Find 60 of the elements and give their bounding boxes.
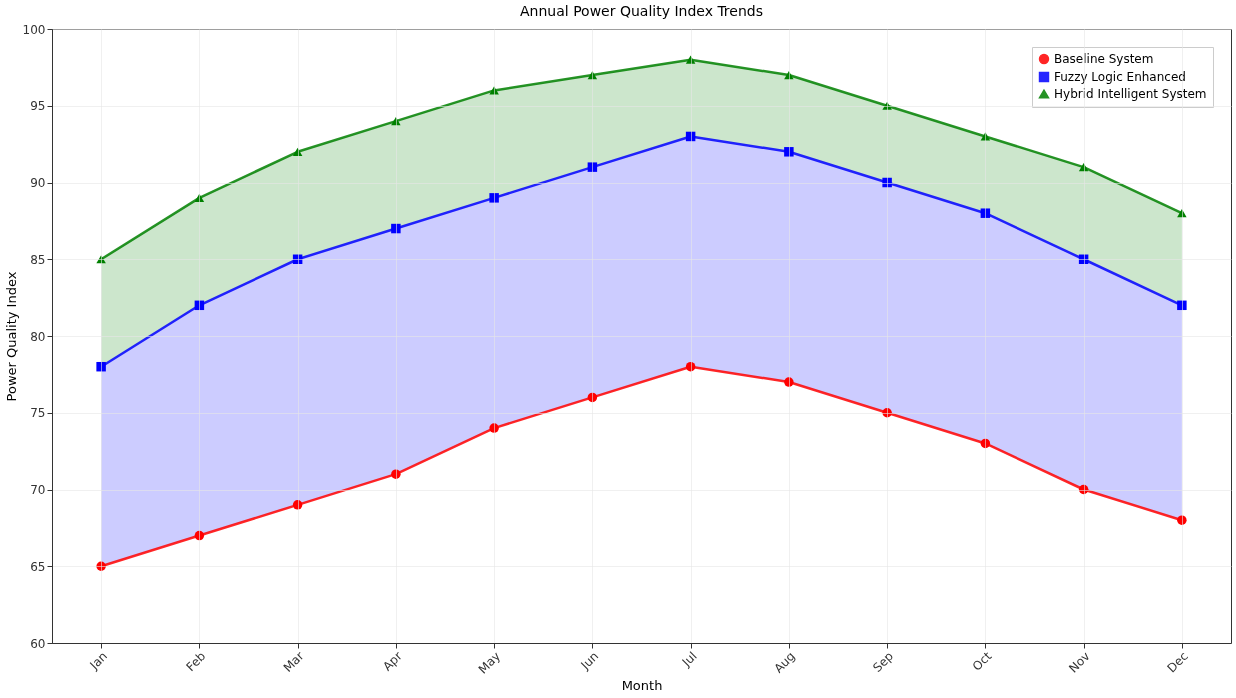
point (96, 361, 106, 372)
point (1177, 209, 1187, 218)
point (980, 208, 991, 218)
y-tick-label: 65 (30, 559, 46, 574)
point (685, 131, 696, 142)
point (96, 255, 106, 264)
point (882, 177, 892, 188)
y-tick-label: 60 (30, 636, 46, 651)
y-tick-label: 90 (30, 176, 46, 190)
point (1078, 163, 1089, 172)
point (1177, 300, 1187, 311)
point (882, 101, 892, 110)
point (980, 132, 991, 141)
point (587, 392, 598, 403)
legend-label: Baseline System (1054, 52, 1154, 66)
point (1177, 515, 1187, 525)
y-tick-label: 75 (30, 406, 46, 421)
x-tick-label: Oct (969, 648, 995, 674)
point (1078, 254, 1089, 264)
x-axis-title: Month (621, 677, 663, 693)
x-tick-label: Mar (280, 649, 307, 675)
point (882, 408, 892, 418)
y-tick-label: 95 (30, 99, 46, 114)
point (1078, 484, 1089, 495)
point (980, 438, 991, 449)
y-tick-label: 85 (30, 252, 46, 267)
point (194, 300, 205, 311)
y-tick-label: 100 (22, 22, 46, 37)
x-tick-label: Sep (870, 649, 897, 675)
point (784, 377, 794, 387)
point (96, 561, 106, 571)
point (587, 70, 598, 80)
point (292, 254, 303, 264)
point (489, 423, 499, 433)
point (391, 223, 401, 234)
point (685, 55, 696, 64)
x-tick-label: Apr (380, 649, 405, 674)
point (784, 147, 794, 157)
point (489, 86, 499, 95)
y-axis-title: Power Quality Index (3, 271, 19, 402)
point (391, 116, 401, 126)
point (391, 469, 401, 479)
y-tick-label: 70 (30, 483, 46, 497)
legend-label: Fuzzy Logic Enhanced (1054, 70, 1186, 84)
x-tick-label: Feb (183, 649, 209, 675)
point (194, 193, 205, 202)
point (587, 162, 598, 172)
point (194, 530, 205, 541)
point (784, 70, 794, 80)
x-tick-label: Jun (577, 649, 602, 673)
point (685, 361, 696, 372)
legend-label: Hybrid Intelligent System (1054, 87, 1207, 101)
chart-title: Annual Power Quality Index Trends (520, 3, 763, 19)
x-tick-label: Jan (86, 649, 111, 673)
x-tick-label: Dec (1164, 649, 1191, 676)
x-tick-label: Jul (678, 649, 700, 670)
point (292, 500, 303, 510)
point (489, 193, 499, 203)
point (292, 147, 303, 156)
y-tick-label: 80 (30, 329, 46, 344)
